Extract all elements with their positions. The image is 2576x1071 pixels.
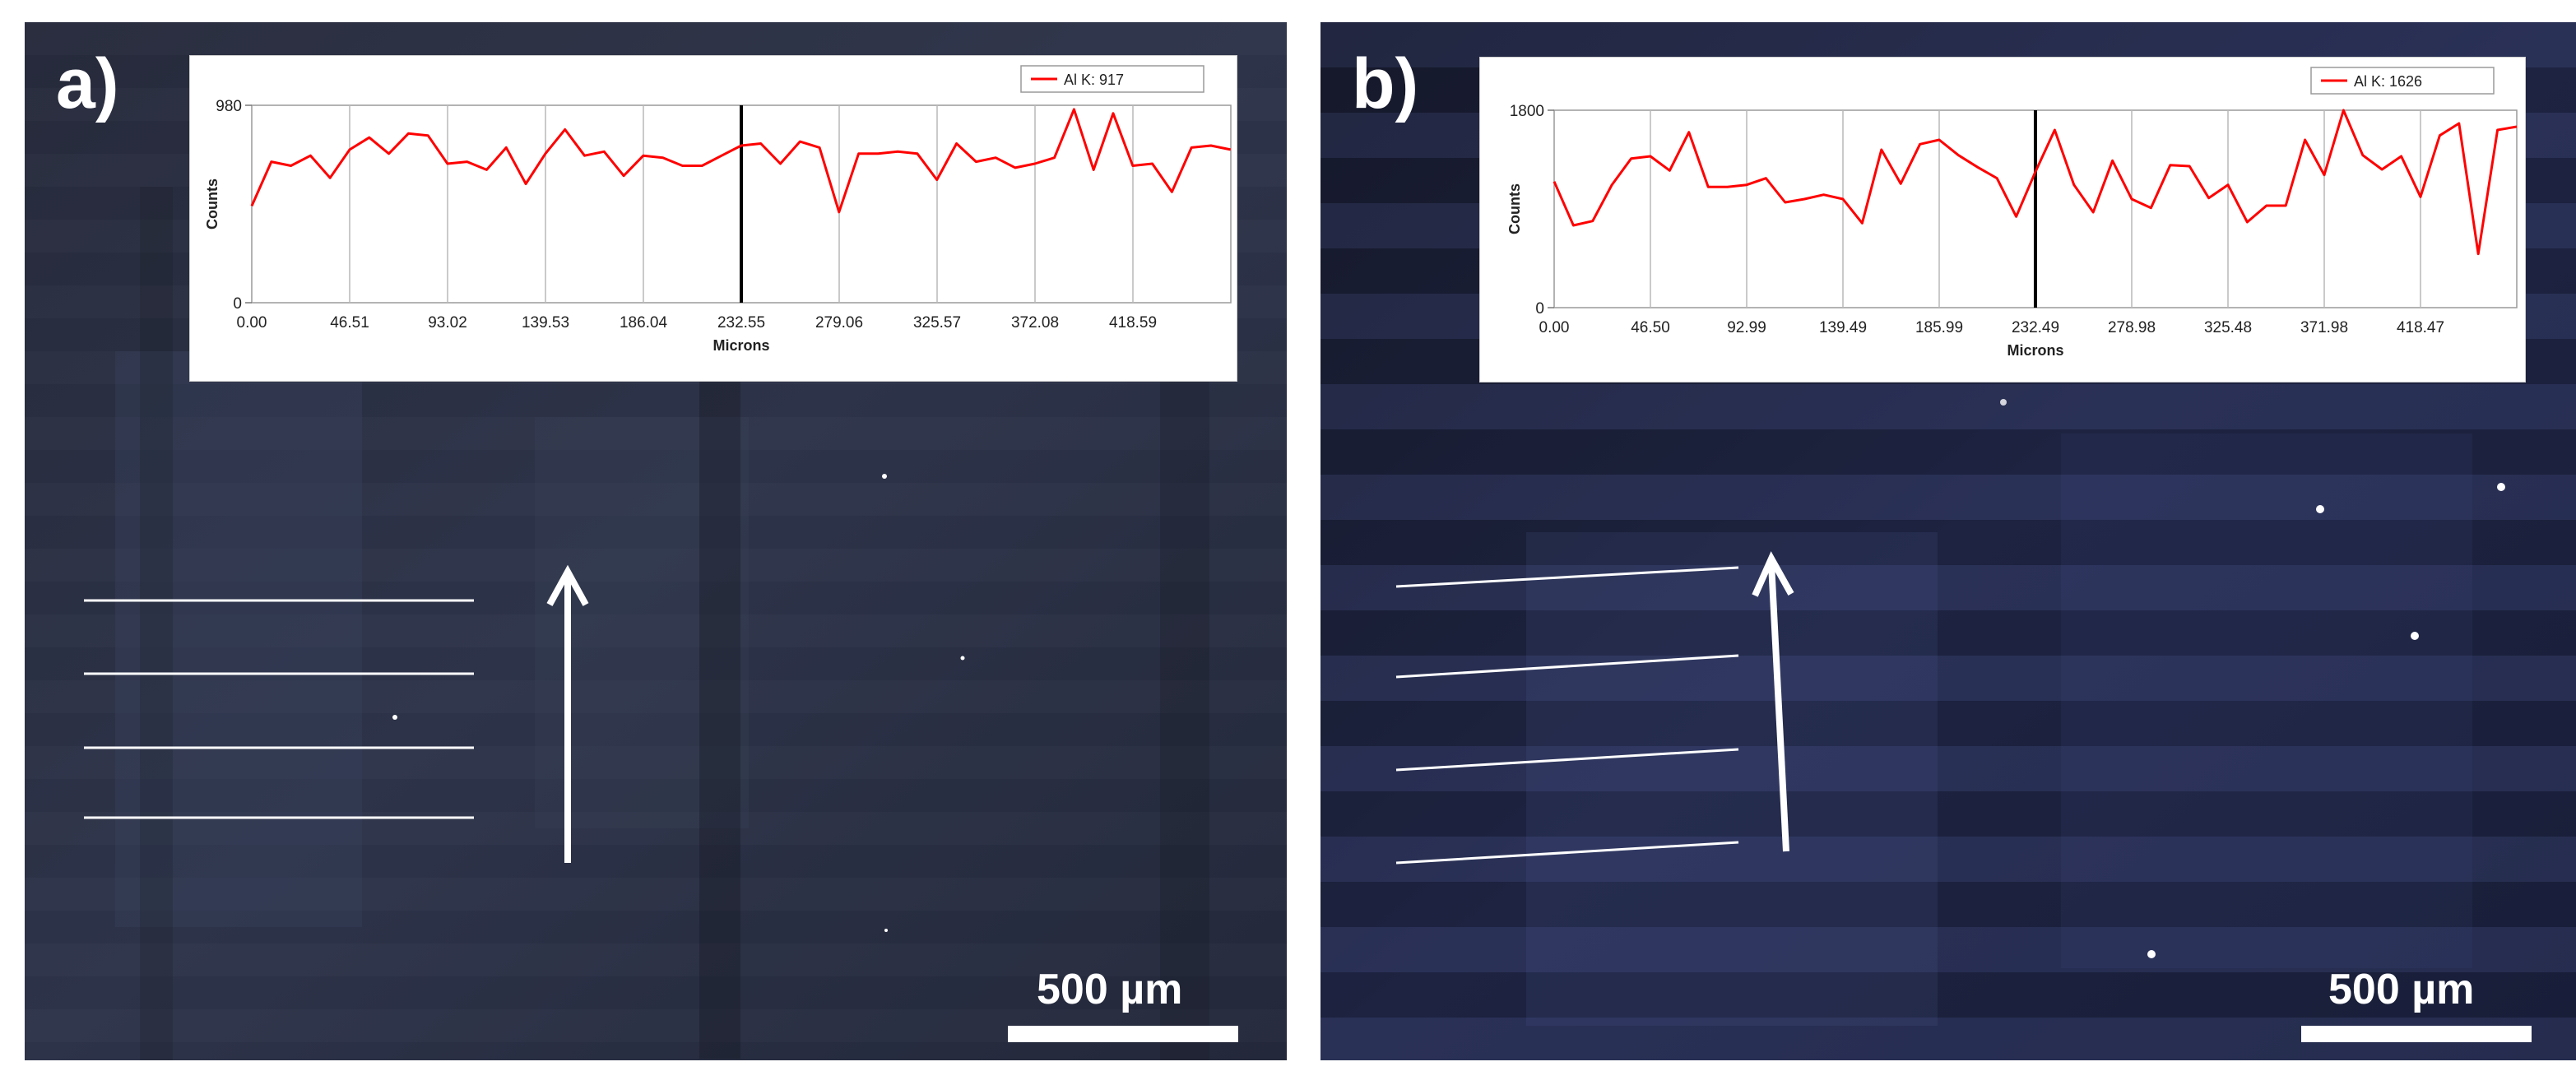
legend: Al K: 917 [1020, 65, 1204, 93]
scale-bar-label: 500 µm [2328, 966, 2475, 1013]
y-axis-label: Counts [1506, 183, 1523, 234]
x-tick-label: 139.53 [522, 314, 569, 332]
linescan-chart-svg: 0.00 46.50 92.99 139.49 185.99 232.49 278.98 32… [1506, 67, 2518, 359]
series-line [250, 108, 1232, 214]
legend-entry: Al K: 917 [1064, 72, 1124, 88]
y-tick-label: 0 [1535, 300, 1544, 318]
x-tick-label: 0.00 [1539, 319, 1570, 336]
scale-bar [2301, 1026, 2532, 1042]
x-tick-label: 418.47 [2397, 319, 2444, 336]
x-tick-label: 46.50 [1631, 319, 1670, 336]
linescan-chart-svg: 0.00 46.51 93.02 139.53 186.04 232.55 279.06 32… [204, 65, 1232, 354]
legend-entry: Al K: 1626 [2354, 73, 2422, 90]
x-tick-label: 418.59 [1109, 314, 1157, 332]
x-tick-label: 325.48 [2204, 319, 2252, 336]
inset-linescan-chart: 0.00 46.51 93.02 139.53 186.04 232.55 279.06 32… [189, 55, 1237, 382]
legend: Al K: 1626 [2310, 67, 2495, 95]
x-tick-label: 232.49 [2012, 319, 2059, 336]
y-tick-label: 0 [233, 295, 242, 313]
x-axis-label: Microns [2007, 342, 2063, 359]
x-tick-label: 372.08 [1011, 314, 1059, 332]
inset-linescan-chart: 0.00 46.50 92.99 139.49 185.99 232.49 278.98 32… [1479, 57, 2526, 382]
y-tick-label: 1800 [1510, 103, 1544, 120]
x-tick-label: 186.04 [620, 314, 668, 332]
x-tick-label: 46.51 [330, 314, 369, 332]
x-tick-label: 139.49 [1819, 319, 1867, 336]
scale-bar [1008, 1026, 1238, 1042]
x-tick-label: 0.00 [237, 314, 267, 332]
x-tick-label: 232.55 [717, 314, 765, 332]
scale-bar-label: 500 µm [1037, 966, 1183, 1013]
micrograph-panel-b: b) 500 µm 0.00 46.50 92.99 139.49 185.99 232.… [1320, 22, 2576, 1060]
panel-label: b) [1352, 44, 1419, 123]
x-tick-label: 185.99 [1915, 319, 1963, 336]
y-axis-label: Counts [204, 178, 220, 230]
x-tick-label: 92.99 [1727, 319, 1766, 336]
x-tick-label: 371.98 [2300, 319, 2348, 336]
x-axis-label: Microns [712, 337, 769, 354]
micrograph-panel-a: a) 500 µm 0.00 46.51 93.02 139.53 186.04 232.… [25, 22, 1287, 1060]
x-tick-label: 93.02 [428, 314, 467, 332]
y-tick-label: 980 [216, 98, 242, 115]
x-tick-label: 325.57 [913, 314, 961, 332]
series-line [1553, 109, 2518, 256]
x-tick-label: 278.98 [2108, 319, 2156, 336]
panel-label: a) [56, 44, 119, 123]
x-tick-label: 279.06 [815, 314, 863, 332]
